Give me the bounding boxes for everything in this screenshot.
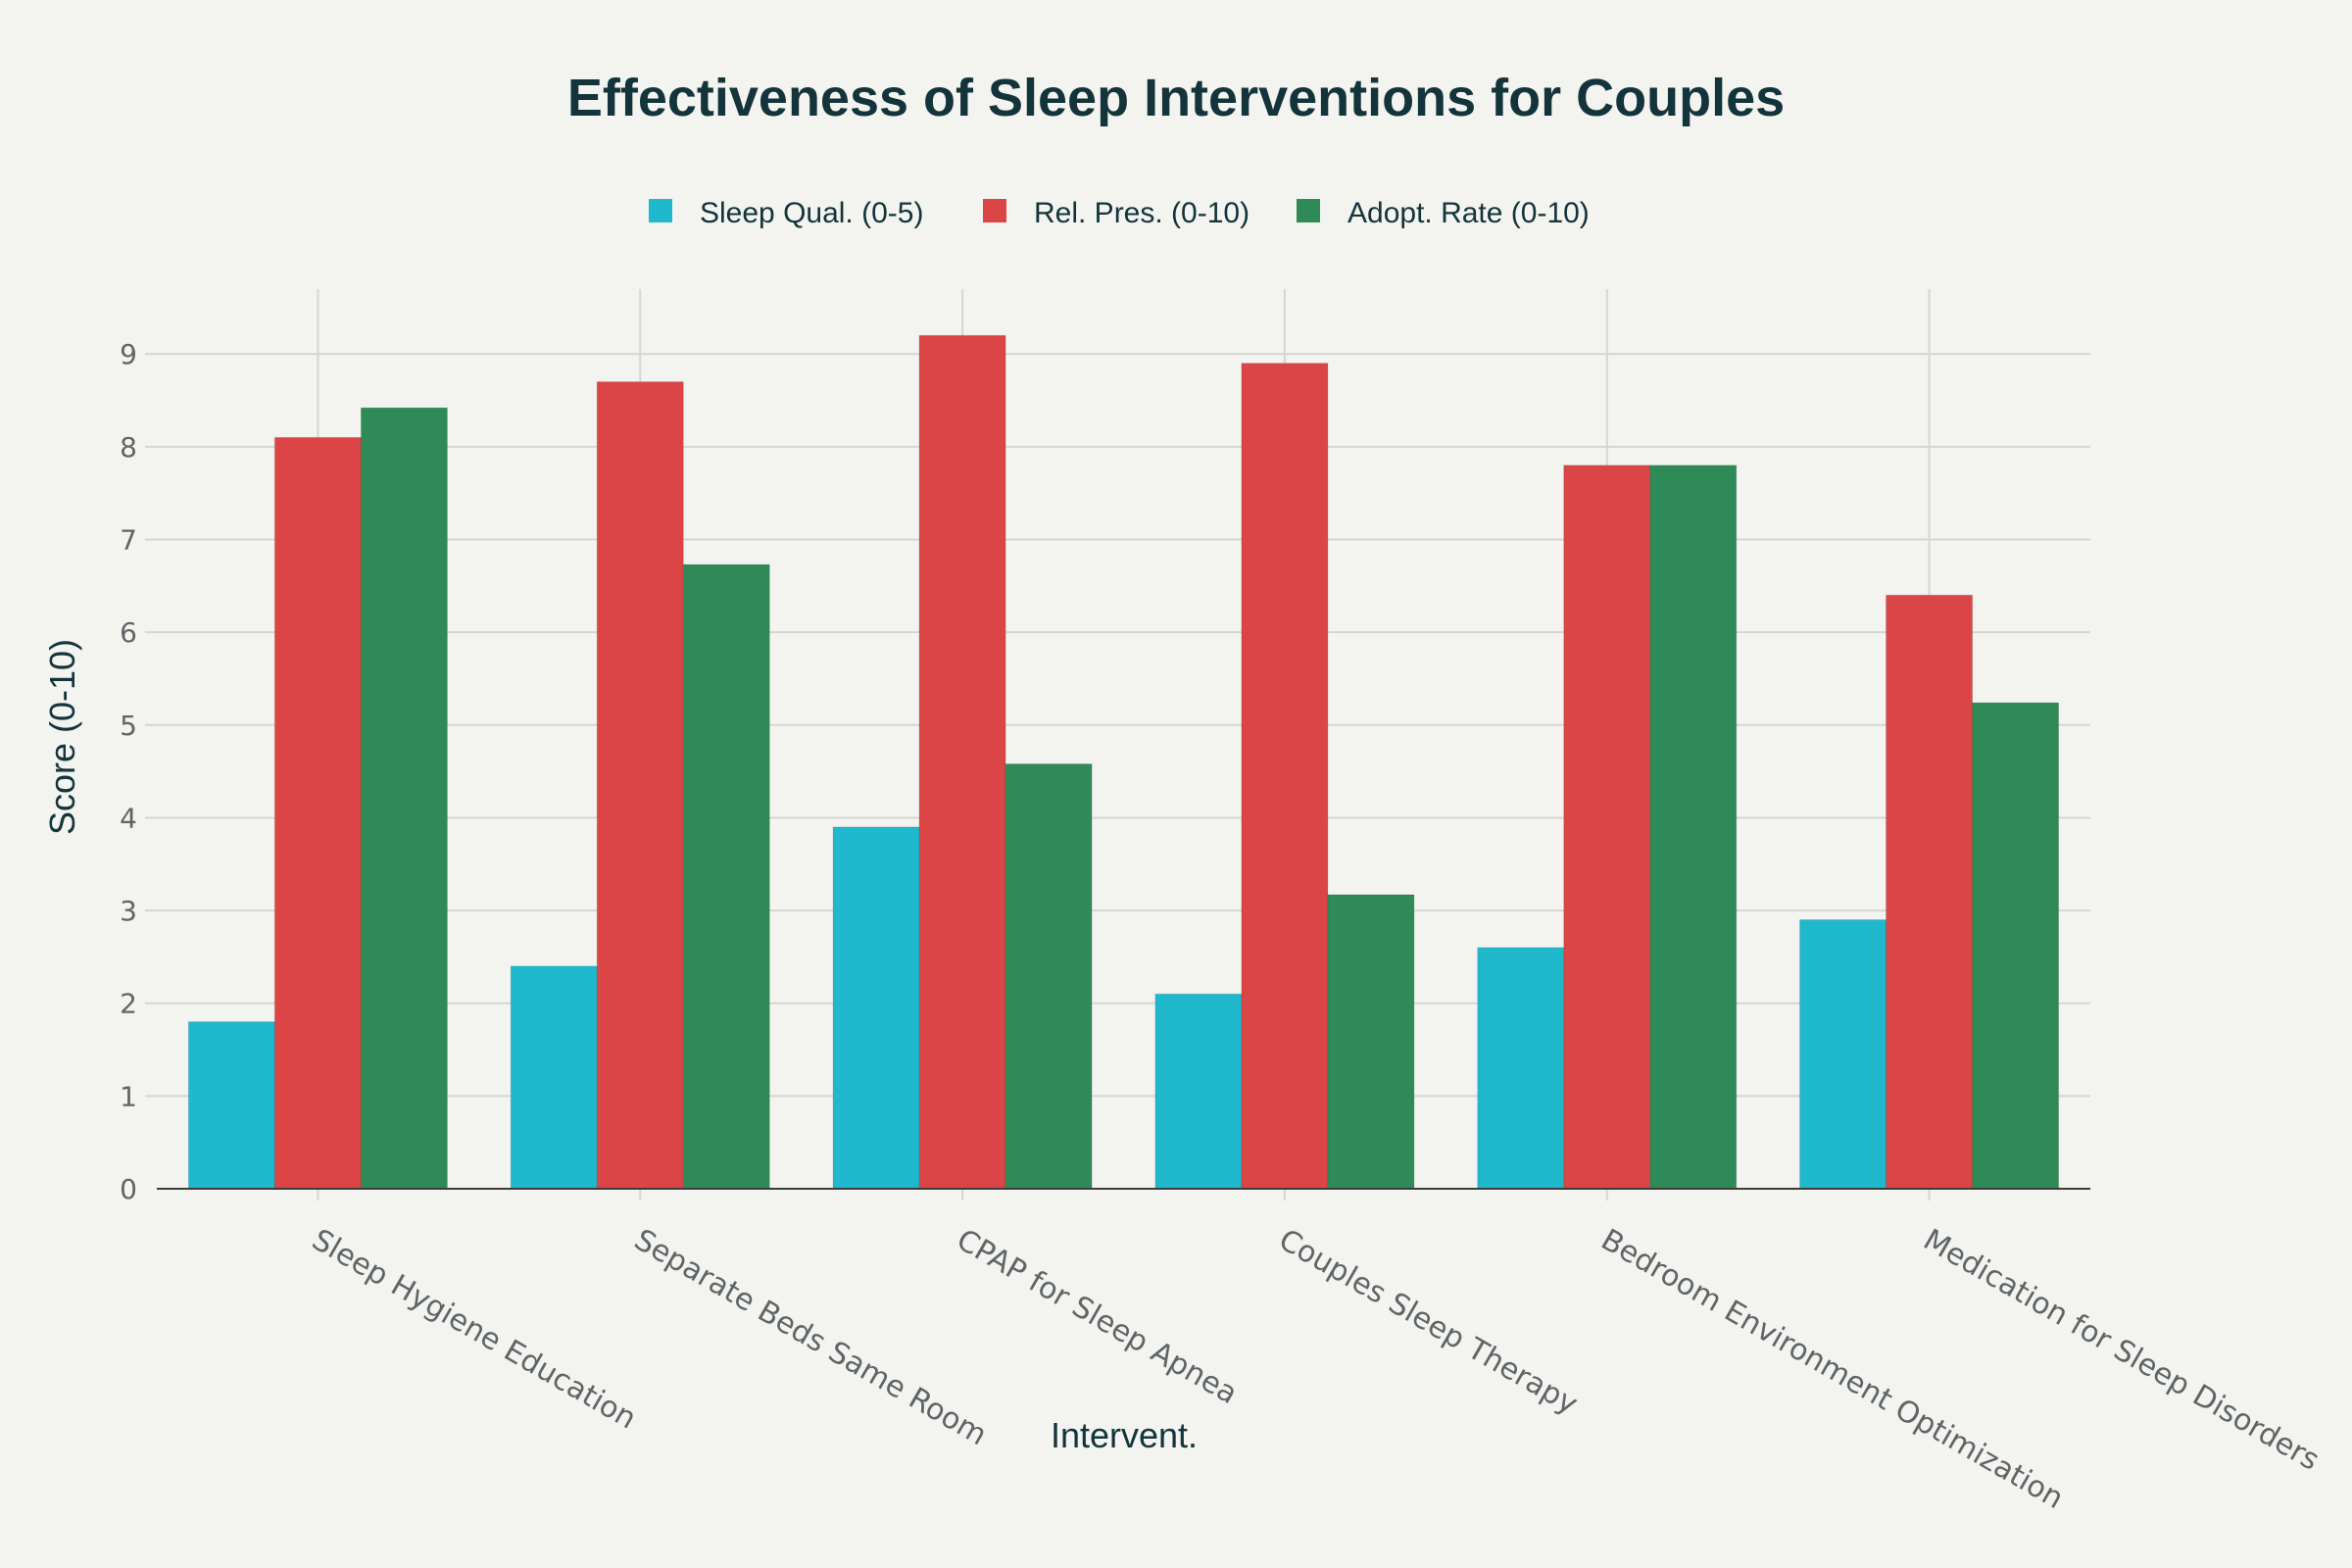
bar[interactable] (1154, 993, 1243, 1190)
bar[interactable] (1799, 919, 1887, 1190)
legend-item[interactable]: Adopt. Rate (0-10) (1297, 197, 1590, 229)
x-tick-label: CPAP for Sleep Apnea (951, 1223, 1243, 1411)
y-tick-label: 9 (120, 338, 137, 370)
bar[interactable] (187, 1021, 275, 1190)
bars (157, 334, 2090, 1190)
legend-swatch (983, 199, 1006, 222)
legend-label: Adopt. Rate (0-10) (1348, 197, 1590, 229)
legend-label: Rel. Pres. (0-10) (1034, 197, 1250, 229)
bar[interactable] (1241, 363, 1329, 1190)
y-tick-label: 1 (120, 1080, 137, 1112)
x-tick-label: Sleep Hygiene Education (306, 1223, 642, 1437)
bar[interactable] (596, 381, 684, 1190)
bar[interactable] (918, 334, 1006, 1190)
legend: Sleep Qual. (0-5) Rel. Pres. (0-10) Adopt.… (649, 197, 1590, 229)
bar[interactable] (1972, 702, 2060, 1190)
bar[interactable] (360, 407, 448, 1190)
bar[interactable] (1649, 465, 1738, 1190)
legend-swatch (649, 199, 672, 222)
legend-item[interactable]: Sleep Qual. (0-5) (649, 197, 923, 229)
bar[interactable] (1886, 594, 1974, 1190)
x-axis-title: Intervent. (1051, 1415, 1198, 1455)
bar[interactable] (1477, 947, 1565, 1190)
chart-title: Effectiveness of Sleep Interventions for… (567, 69, 1785, 127)
y-tick-label: 8 (120, 431, 137, 464)
x-tick-label: Separate Beds Same Room (628, 1223, 992, 1453)
y-tick-label: 0 (120, 1173, 137, 1205)
y-tick-label: 5 (120, 710, 137, 742)
bar[interactable] (832, 826, 920, 1190)
y-tick-label: 7 (120, 524, 137, 557)
y-axis-title: Score (0-10) (42, 639, 82, 835)
y-tick-label: 6 (120, 616, 137, 649)
legend-label: Sleep Qual. (0-5) (700, 197, 923, 229)
y-tick-label: 4 (120, 802, 137, 834)
legend-swatch (1297, 199, 1320, 222)
bar[interactable] (1004, 763, 1093, 1190)
bar[interactable] (273, 436, 362, 1190)
bar[interactable] (1563, 465, 1651, 1190)
x-tick-label: Couples Sleep Therapy (1273, 1223, 1584, 1422)
y-tick-label: 3 (120, 895, 137, 927)
legend-item[interactable]: Rel. Pres. (0-10) (983, 197, 1250, 229)
bar[interactable] (682, 564, 770, 1190)
y-axis-ticks: 0 1 2 3 4 5 6 7 8 9 (120, 338, 137, 1205)
y-tick-label: 2 (120, 988, 137, 1020)
bar[interactable] (510, 965, 598, 1190)
bar[interactable] (1327, 894, 1415, 1190)
